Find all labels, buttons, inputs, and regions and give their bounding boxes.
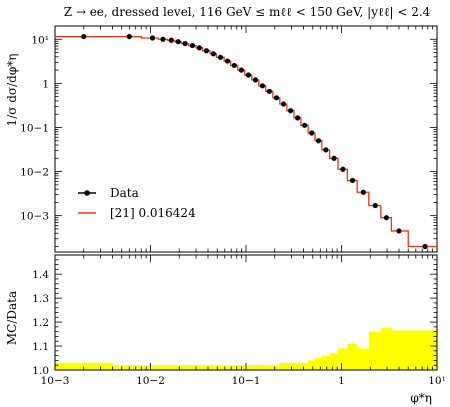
- ratio-band-bin: [272, 365, 281, 370]
- data-point: [259, 83, 265, 89]
- ratio-band-bin: [244, 365, 253, 370]
- ratio-y-tick-label: 1.1: [32, 341, 49, 353]
- x-tick-label: 10−1: [232, 375, 261, 387]
- ratio-band-bin: [230, 365, 239, 370]
- ratio-band-bin: [216, 365, 225, 370]
- data-point: [383, 215, 390, 221]
- legend: Data [21] 0.016424: [78, 186, 196, 220]
- data-point: [175, 39, 181, 45]
- legend-mc-label: [21] 0.016424: [110, 206, 196, 220]
- data-point: [349, 177, 356, 184]
- data-point: [245, 72, 252, 78]
- data-point: [238, 67, 244, 73]
- ratio-band-bin: [368, 331, 382, 370]
- data-point: [149, 35, 156, 41]
- chart-title: Z → ee, dressed level, 116 GeV ≤ mℓℓ < 1…: [64, 5, 431, 19]
- ratio-band-bin: [112, 365, 142, 370]
- ratio-band-bin: [181, 365, 189, 370]
- x-axis-title: φ*η: [410, 391, 432, 405]
- ratio-y-tick-label: 1.4: [32, 269, 49, 281]
- ratio-band-bin: [167, 365, 176, 370]
- ratio-y-tick-label: 1.0: [32, 365, 49, 377]
- ratio-band-bin: [158, 365, 168, 370]
- data-point: [273, 95, 280, 101]
- ratio-band-bin: [55, 362, 113, 370]
- data-point: [168, 37, 174, 43]
- data-point: [280, 101, 287, 107]
- data-point: [126, 33, 132, 40]
- data-point: [203, 48, 210, 54]
- data-point: [81, 33, 87, 40]
- data-point: [231, 62, 237, 69]
- data-point: [323, 147, 329, 153]
- x-tick-label: 10−2: [136, 375, 165, 387]
- x-tick-label: 1: [338, 375, 345, 387]
- ratio-band-bin: [380, 328, 392, 370]
- data-point: [315, 138, 322, 144]
- y-tick-label: 10−2: [20, 167, 49, 179]
- data-point: [196, 45, 202, 51]
- ratio-band-bin: [196, 365, 203, 370]
- x-tick-label: 10−3: [41, 375, 70, 387]
- data-point: [372, 202, 378, 209]
- ratio-band-bin: [300, 362, 309, 370]
- ratio-band-bin: [408, 330, 438, 370]
- y-axis-title: 1/σ dσ/dφ*η: [5, 54, 19, 127]
- ratio-band-bin: [347, 343, 358, 370]
- ratio-band-bin: [224, 365, 232, 370]
- ratio-band-bin: [329, 353, 339, 370]
- data-point: [160, 36, 166, 42]
- ratio-band-bin: [251, 365, 260, 370]
- ratio-band-bin: [315, 358, 323, 370]
- data-point: [422, 243, 428, 250]
- ratio-band-bin: [293, 362, 302, 370]
- ratio-band-bin: [265, 365, 274, 370]
- data-point: [266, 88, 273, 94]
- legend-data-label: Data: [110, 186, 139, 200]
- data-point: [182, 40, 188, 47]
- data-point: [295, 115, 301, 121]
- y-tick-label: 10−1: [20, 122, 49, 134]
- ratio-band-bin: [210, 365, 217, 370]
- y-tick-label: 1: [42, 78, 49, 90]
- data-point: [224, 58, 231, 64]
- ratio-band-bin: [141, 365, 159, 370]
- data-point: [360, 189, 366, 195]
- ratio-band-bin: [286, 362, 295, 370]
- ratio-band-bin: [308, 360, 316, 370]
- ratio-band-bin: [321, 355, 330, 370]
- data-point: [252, 77, 259, 83]
- ratio-band-bin: [174, 365, 182, 370]
- ratio-band-bin: [258, 365, 267, 370]
- main-panel: 10−3 10−2 10−1 1 10¹: [20, 25, 438, 253]
- data-point: [189, 42, 196, 49]
- ratio-y-axis-title: MC/Data: [5, 291, 19, 345]
- ratio-band-bin: [188, 365, 197, 370]
- ratio-band-bin: [391, 330, 409, 370]
- data-point: [396, 228, 402, 234]
- y-tick-label: 10¹: [31, 34, 49, 46]
- legend-data-marker: [84, 190, 90, 196]
- data-point: [210, 51, 216, 57]
- y-tick-label: 10−3: [20, 211, 49, 223]
- ratio-panel: 10−3 10−2 10−1 1 10¹ 1.0 1.1 1.2 1.3 1.4: [32, 254, 446, 387]
- data-point: [302, 122, 308, 128]
- data-point: [217, 54, 224, 60]
- ratio-y-tick-label: 1.3: [32, 293, 49, 305]
- data-point: [309, 130, 315, 136]
- ratio-band-bin: [357, 348, 370, 370]
- ratio-band-bin: [202, 365, 211, 370]
- ratio-band-bin: [279, 362, 288, 370]
- data-point: [340, 166, 346, 172]
- ratio-y-tick-label: 1.2: [32, 317, 49, 329]
- data-point: [331, 155, 337, 161]
- ratio-band-bin: [338, 348, 348, 370]
- x-tick-label: 10¹: [428, 375, 446, 387]
- data-point: [287, 108, 294, 114]
